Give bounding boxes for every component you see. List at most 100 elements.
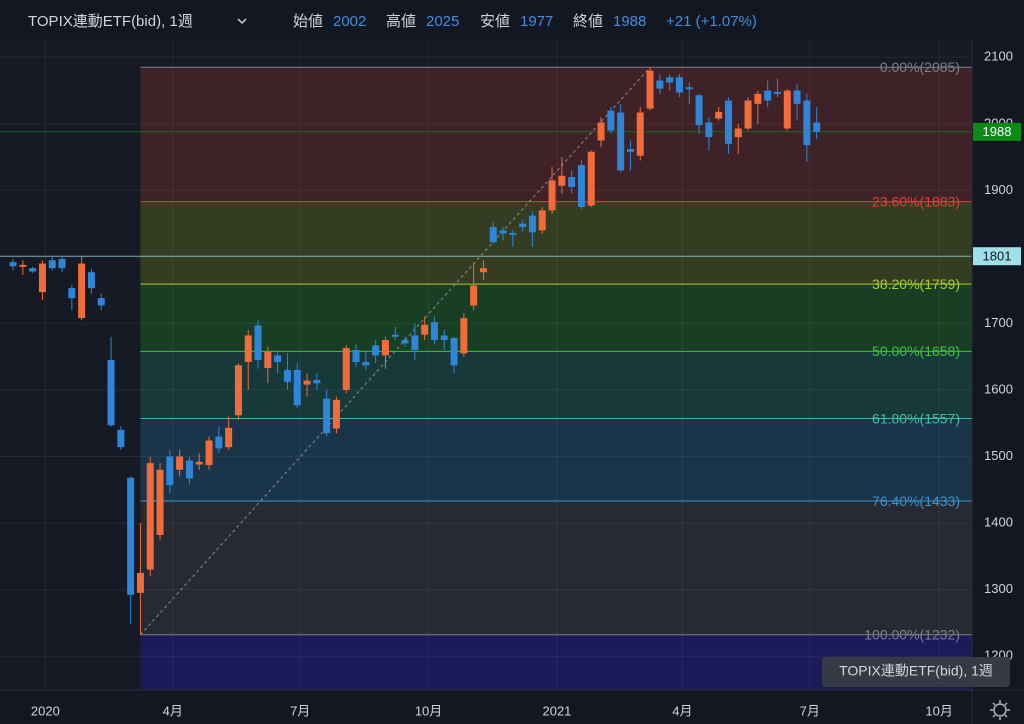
y-axis-area	[972, 40, 1024, 690]
candle-body	[558, 175, 566, 186]
candle-body	[264, 352, 272, 368]
candle-body	[19, 264, 27, 267]
candle-body	[783, 90, 791, 129]
candle-body	[411, 335, 419, 351]
settings-icon[interactable]	[990, 700, 1010, 720]
gear-teeth[interactable]	[990, 700, 1010, 720]
y-tick-label: 1600	[984, 381, 1013, 396]
candle-body	[342, 348, 350, 390]
candle-body	[195, 461, 203, 465]
plot-area: 0.00%(2085) 23.60%(1883) 38.20%(1759) 50.00…	[0, 40, 972, 690]
candle-body	[744, 100, 752, 129]
candle-body	[205, 440, 213, 466]
candle-body	[283, 369, 291, 382]
candle-body	[479, 268, 487, 273]
low-value: 1977	[520, 13, 553, 30]
fib-band	[140, 201, 972, 285]
candle-body	[136, 572, 144, 593]
fib-level-label: 76.40%(1433)	[872, 493, 960, 509]
candle-body	[293, 369, 301, 406]
fib-band	[140, 418, 972, 502]
candle-body	[715, 111, 723, 119]
chevron-icon[interactable]	[237, 18, 247, 25]
y-tick-label: 2100	[984, 49, 1013, 64]
fib-level-label: 23.60%(1883)	[872, 193, 960, 209]
candle-body	[666, 77, 674, 83]
candle-body	[352, 350, 360, 363]
candle-body	[234, 365, 242, 416]
candle-body	[9, 262, 17, 267]
candle-body	[470, 285, 478, 306]
candle-body	[78, 263, 86, 319]
fib-level-label: 100.00%(1232)	[864, 626, 960, 642]
candle-body	[215, 436, 223, 449]
change-value: +21 (+1.07%)	[666, 13, 757, 30]
candle-body	[107, 360, 115, 426]
candle-body	[156, 469, 164, 535]
candle-body	[499, 230, 507, 234]
candle-body	[577, 165, 585, 207]
y-tick-label: 1900	[984, 182, 1013, 197]
price-tag	[973, 122, 1021, 141]
price-tag-label: 1801	[983, 249, 1012, 264]
candle-body	[793, 90, 801, 104]
x-tick-label: 4月	[672, 703, 692, 718]
candle-body	[587, 151, 595, 206]
series-tooltip-text: TOPIX連動ETF(bid), 1週	[839, 663, 993, 679]
symbol-title[interactable]: TOPIX連動ETF(bid), 1週	[28, 13, 193, 30]
candle-body	[705, 122, 713, 138]
candle-body	[626, 149, 634, 152]
overlay: 1200130014001500160017001800190020002100…	[0, 40, 1024, 724]
candle-body	[166, 456, 174, 486]
candle-body	[675, 77, 683, 93]
fib-level-label: 50.00%(1658)	[872, 343, 960, 359]
fib-level-label: 38.20%(1759)	[872, 276, 960, 292]
candle-body	[685, 87, 693, 90]
candle-body	[29, 268, 37, 272]
x-tick-label: 7月	[290, 703, 310, 718]
candle-body	[734, 128, 742, 138]
candle-body	[381, 340, 389, 356]
candle-body	[146, 463, 154, 570]
gear[interactable]	[993, 703, 1007, 717]
candle-body	[127, 477, 135, 595]
candle-body	[372, 345, 380, 356]
candle-body	[636, 112, 644, 156]
y-tick-label: 1700	[984, 315, 1013, 330]
candle-body	[58, 258, 66, 269]
candle-body	[176, 456, 184, 470]
candle-body	[568, 177, 576, 188]
candle-body	[528, 215, 536, 233]
high-value: 2025	[426, 13, 459, 30]
fib-trend-line	[140, 66, 651, 636]
candle-body	[803, 100, 811, 146]
open-value: 2002	[333, 13, 366, 30]
x-tick-label: 4月	[163, 703, 183, 718]
candle-body	[391, 334, 399, 337]
candle-body	[754, 93, 762, 104]
fib-level-label: 0.00%(2085)	[880, 59, 960, 75]
y-tick-label: 1400	[984, 514, 1013, 529]
candle-body	[724, 100, 732, 144]
candle-body	[440, 335, 448, 341]
candle-body	[225, 427, 233, 448]
candle-body	[597, 122, 605, 141]
candle-body	[764, 90, 772, 101]
candle-body	[244, 335, 252, 363]
candle-body	[68, 288, 76, 299]
candle-body	[430, 322, 438, 341]
candle-body	[38, 263, 46, 293]
close-value: 1988	[613, 13, 646, 30]
candle-body	[489, 226, 497, 243]
price-tag	[973, 247, 1021, 266]
x-tick-label: 2021	[542, 703, 571, 718]
candle-body	[646, 70, 654, 109]
candle-body	[538, 210, 546, 231]
candle-body	[303, 380, 311, 385]
x-tick-label: 2020	[31, 703, 60, 718]
high-label: 高値	[386, 13, 416, 30]
candle-body	[332, 399, 340, 429]
price-tag-label: 1988	[983, 124, 1012, 139]
x-axis-area	[0, 690, 1024, 724]
